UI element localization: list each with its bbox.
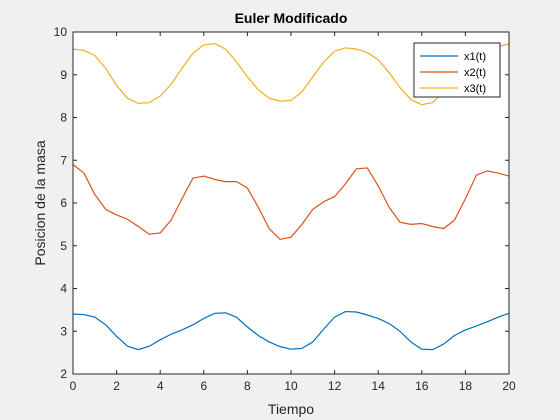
- legend[interactable]: x1(t) x2(t) x3(t): [413, 42, 501, 98]
- series-line-3: [72, 42, 510, 106]
- legend-label-3: x3(t): [464, 83, 486, 95]
- x-tick-label: 16: [415, 379, 429, 393]
- x-tick-label: 20: [502, 379, 516, 393]
- x-tick-label: 8: [244, 379, 251, 393]
- y-tick-label: 2: [60, 367, 67, 381]
- y-tick-label: 8: [60, 111, 67, 125]
- y-tick-label: 7: [60, 153, 67, 167]
- y-tick-label: 3: [60, 324, 67, 338]
- y-tick-label: 9: [60, 68, 67, 82]
- y-tick-label: 5: [60, 239, 67, 253]
- y-axis-label: Posicion de la masa: [32, 140, 48, 266]
- legend-label-1: x1(t): [464, 51, 486, 63]
- legend-box: [413, 42, 501, 98]
- series-line-1: [72, 310, 510, 351]
- x-tick-label: 6: [200, 379, 207, 393]
- x-axis-label: Tiempo: [268, 401, 314, 417]
- series-line-2: [72, 164, 510, 240]
- y-tick-label: 4: [60, 282, 67, 296]
- x-tick-label: 12: [328, 379, 342, 393]
- y-tick-label: 10: [54, 25, 68, 39]
- x-tick-label: 4: [157, 379, 164, 393]
- chart-title: Euler Modificado: [235, 10, 348, 26]
- x-tick-label: 10: [284, 379, 298, 393]
- x-tick-label: 0: [70, 379, 77, 393]
- x-tick-label: 18: [459, 379, 473, 393]
- y-tick-label: 6: [60, 196, 67, 210]
- legend-items: x1(t) x2(t) x3(t): [420, 51, 486, 95]
- x-tick-label: 14: [372, 379, 386, 393]
- legend-label-2: x2(t): [464, 67, 486, 79]
- series-layer: [72, 42, 510, 351]
- x-tick-label: 2: [113, 379, 120, 393]
